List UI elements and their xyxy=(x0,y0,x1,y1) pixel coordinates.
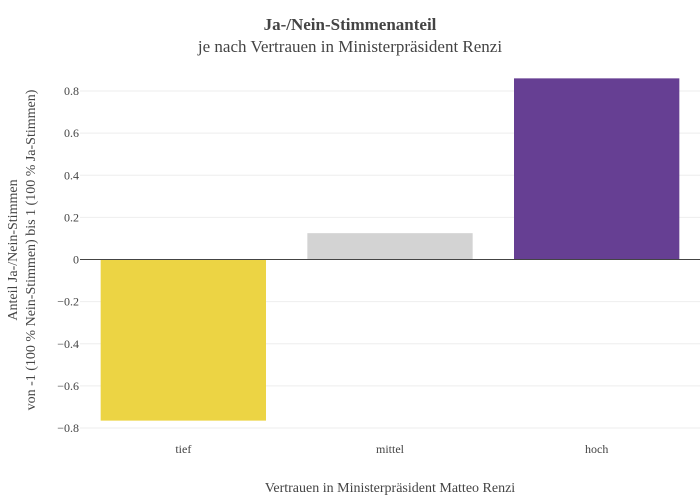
y-tick-label: −0.6 xyxy=(57,379,79,393)
y-tick-label: 0.8 xyxy=(64,84,79,98)
y-axis-title-line1: Anteil Ja-/Nein-Stimmen xyxy=(6,179,21,320)
y-tick-label: −0.2 xyxy=(57,295,79,309)
bar-hoch xyxy=(514,78,680,260)
bar-tief xyxy=(100,259,267,421)
y-tick-label: 0 xyxy=(73,253,79,267)
y-tick-label: −0.4 xyxy=(57,337,79,351)
x-axis-title: Vertrauen in Ministerpräsident Matteo Re… xyxy=(265,481,515,496)
x-tick-label-tief: tief xyxy=(175,442,191,456)
y-tick-label: 0.6 xyxy=(64,126,79,140)
y-axis-title: Anteil Ja-/Nein-Stimmen von -1 (100 % Ne… xyxy=(6,89,39,410)
y-tick-label: 0.4 xyxy=(64,168,79,182)
x-tick-label-mittel: mittel xyxy=(376,442,405,456)
x-tick-label-hoch: hoch xyxy=(585,442,608,456)
y-axis-title-line2: von -1 (100 % Nein-Stimmen) bis 1 (100 %… xyxy=(24,89,39,410)
y-tick-labels: 0.8 0.6 0.4 0.2 0 −0.2 −0.4 −0.6 −0.8 xyxy=(57,84,79,435)
bar-mittel xyxy=(307,233,473,260)
chart-title: Ja-/Nein-Stimmenanteil xyxy=(264,15,437,34)
bars xyxy=(100,78,680,421)
chart-subtitle: je nach Vertrauen in Ministerpräsident R… xyxy=(197,37,502,56)
y-tick-label: −0.8 xyxy=(57,421,79,435)
x-tick-labels: tief mittel hoch xyxy=(175,442,608,456)
y-tick-label: 0.2 xyxy=(64,210,79,224)
